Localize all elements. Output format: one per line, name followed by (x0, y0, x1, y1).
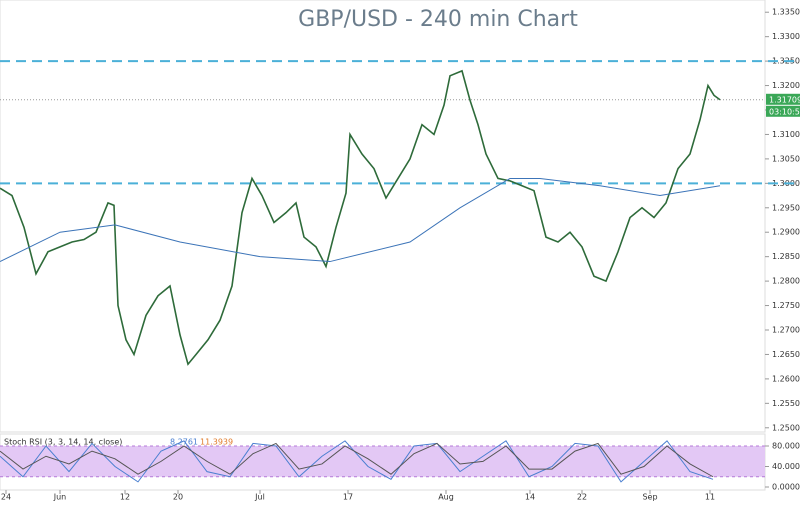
stoch-band (0, 446, 765, 477)
stoch-title: Stoch RSI (3, 3, 14, 14, close) (4, 438, 122, 447)
last-price-label: 1.31709 (769, 95, 800, 104)
x-tick-label: 17 (343, 493, 353, 502)
x-tick-label: 22 (577, 493, 587, 502)
series-line (0, 177, 721, 263)
y-tick-label: 1.27500 (772, 301, 800, 310)
y-tick-label: 1.28000 (772, 277, 800, 286)
y-tick-label: 1.26000 (772, 374, 800, 383)
x-tick-label: Sep (642, 493, 657, 502)
y-tick-label: 1.29500 (772, 203, 800, 212)
x-tick-label: Jun (53, 493, 67, 502)
x-tick-label: 20 (173, 493, 183, 502)
x-tick-label: 14 (525, 493, 535, 502)
last-price-box (766, 93, 800, 105)
stoch-value: 8.2761 (170, 438, 198, 447)
x-tick-label: Jul (254, 493, 265, 502)
x-tick-label: Aug (438, 493, 454, 502)
y-tick-label: 1.30500 (772, 154, 800, 163)
y-tick-label: 0.0000 (772, 483, 800, 492)
stoch-value: 11.3939 (200, 438, 233, 447)
timer-label: 03:10:51 (769, 107, 800, 116)
x-tick-label: 12 (120, 493, 130, 502)
y-tick-label: 1.25000 (772, 423, 800, 432)
y-tick-label: 40.0000 (772, 462, 800, 471)
y-tick-label: 1.27000 (772, 326, 800, 335)
y-tick-label: 1.25500 (772, 399, 800, 408)
y-tick-label: 1.31000 (772, 130, 800, 139)
price-pane (0, 0, 766, 433)
y-tick-label: 1.32000 (772, 81, 800, 90)
y-tick-label: 1.33000 (772, 32, 800, 41)
y-tick-label: 1.26500 (772, 350, 800, 359)
y-tick-label: 1.29000 (772, 228, 800, 237)
y-tick-label: 1.33500 (772, 8, 800, 17)
chart-title: GBP/USD - 240 min Chart (298, 7, 578, 32)
y-tick-label: 1.28500 (772, 252, 800, 261)
x-tick-label: 11 (705, 493, 715, 502)
series-line (0, 69, 721, 366)
series-line (0, 440, 714, 483)
timer-box (766, 105, 800, 117)
y-tick-label: 80.0000 (772, 442, 800, 451)
series-line (0, 442, 714, 478)
x-tick-label: 24 (1, 493, 11, 502)
